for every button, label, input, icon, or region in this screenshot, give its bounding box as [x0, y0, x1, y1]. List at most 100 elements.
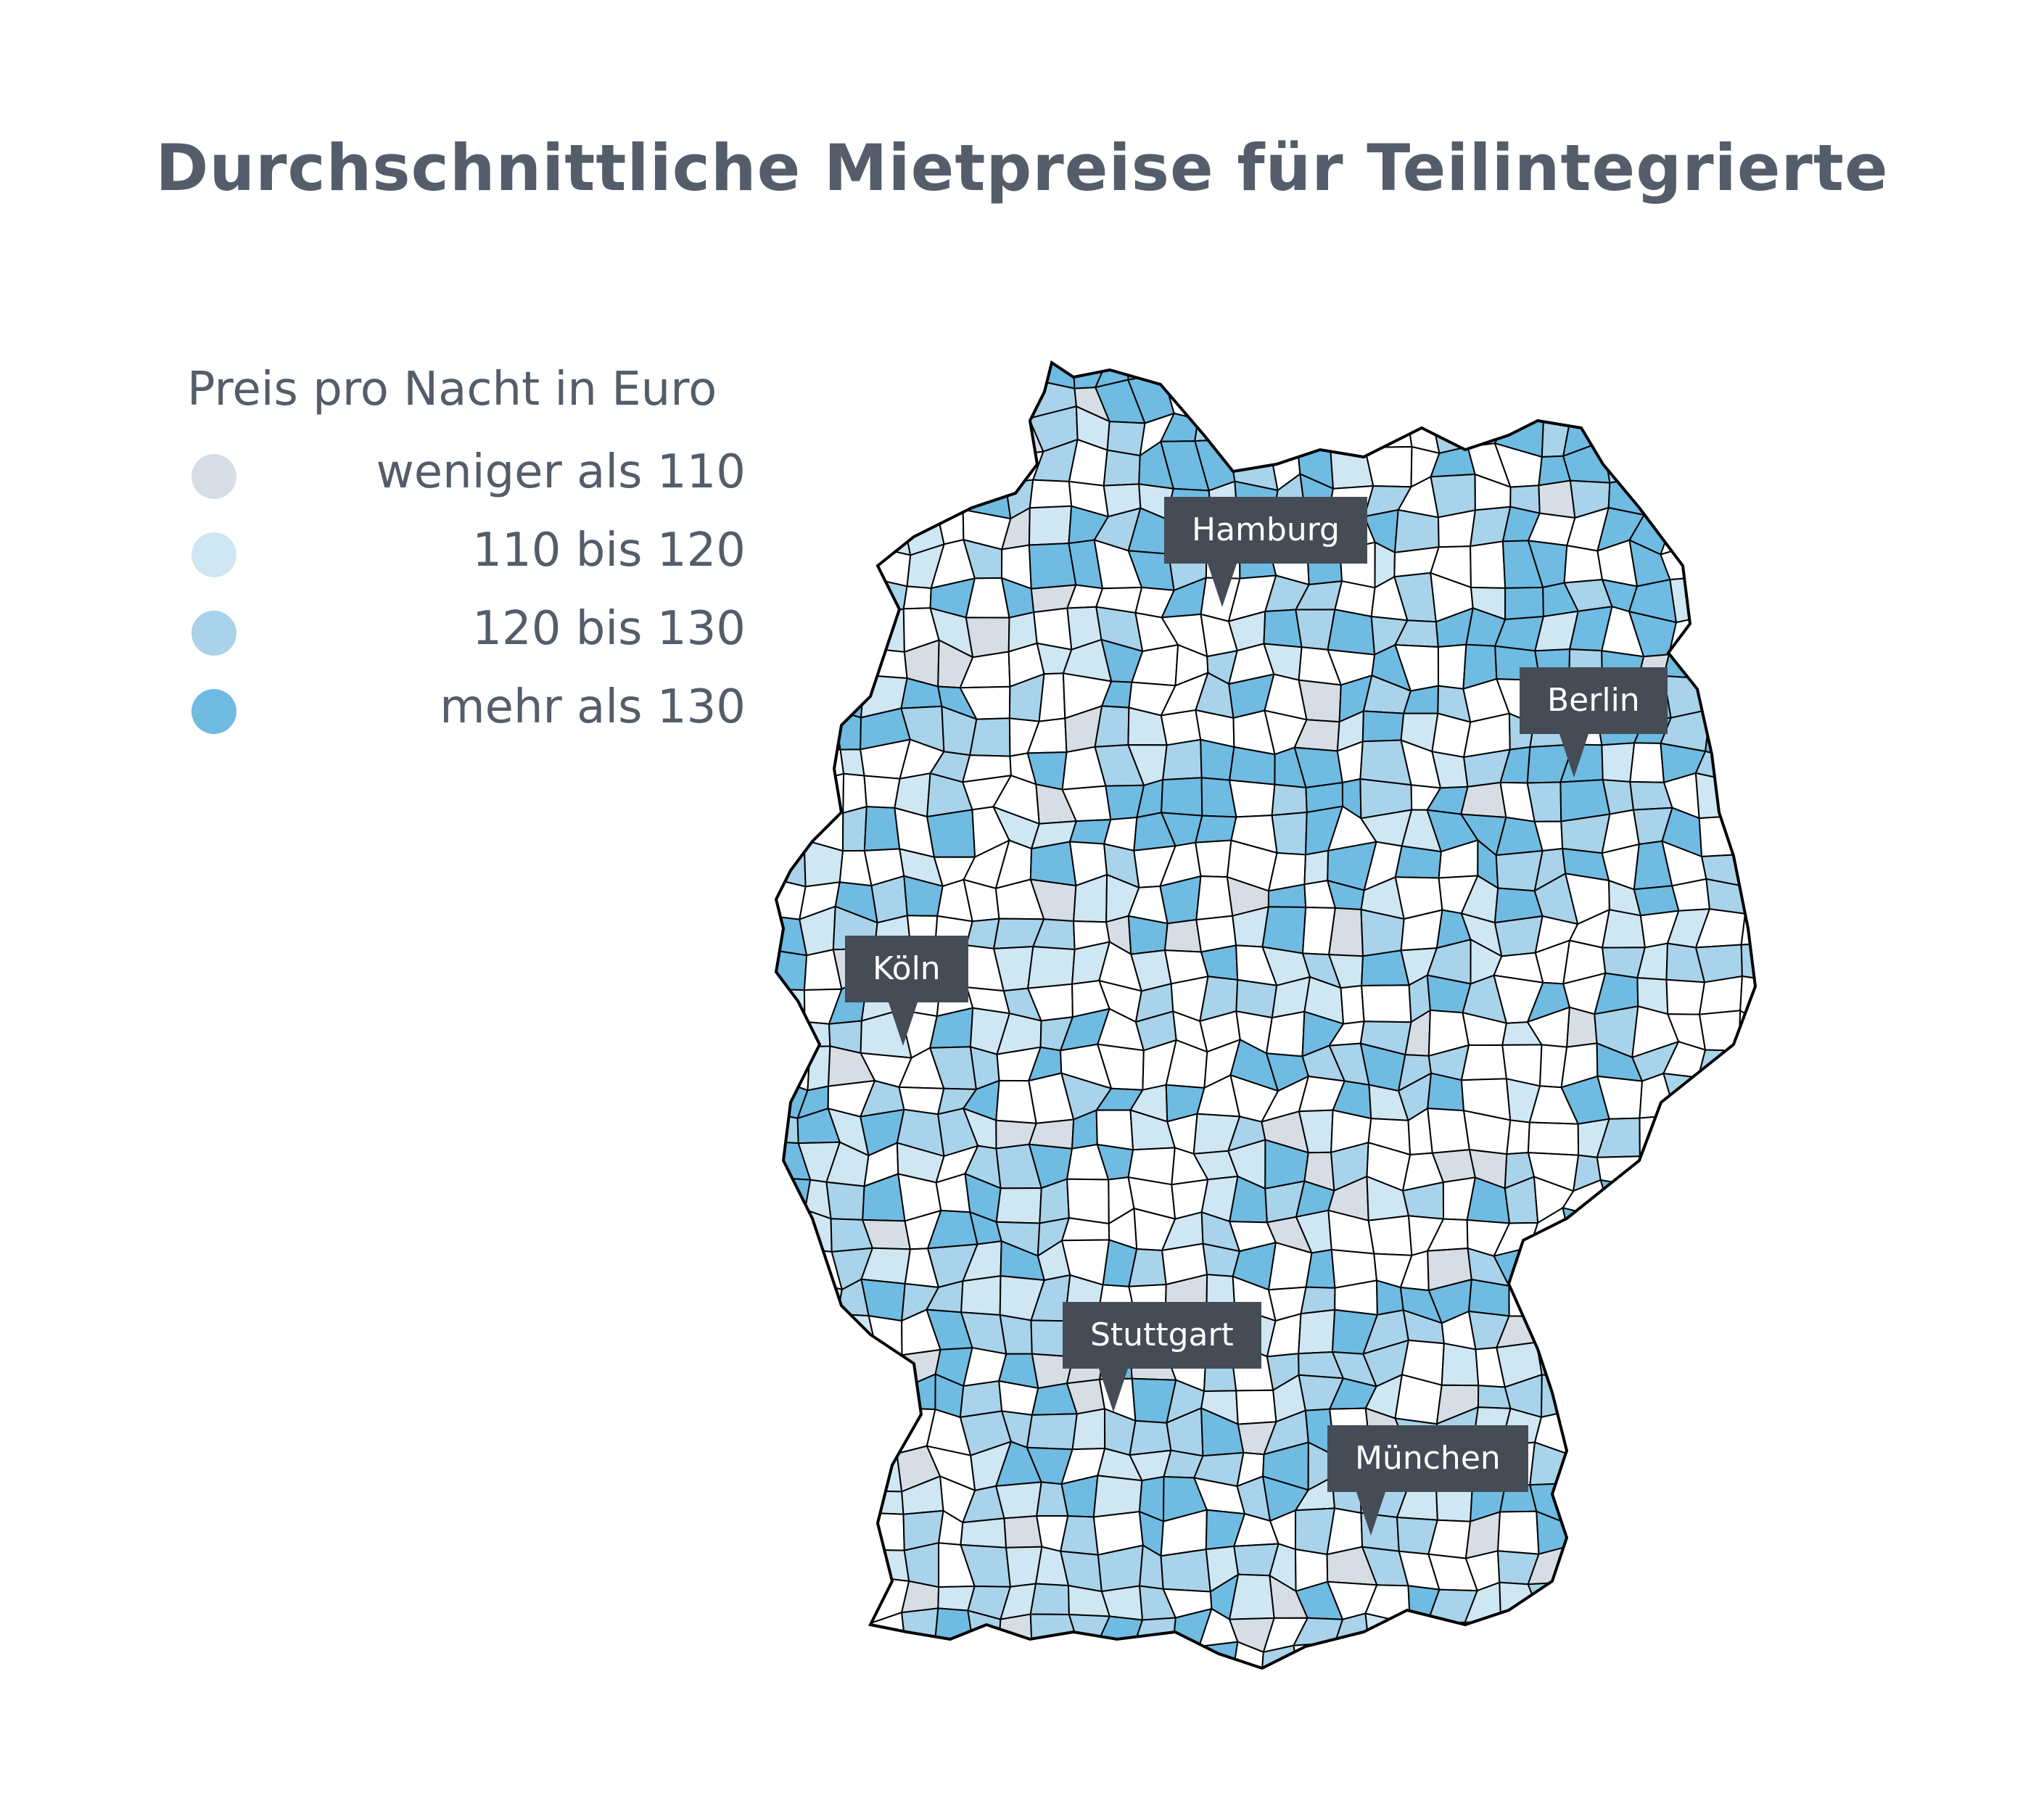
district-region — [800, 1511, 833, 1553]
district-region — [1735, 1607, 1755, 1658]
district-region — [1670, 1477, 1705, 1521]
district-region — [776, 705, 804, 752]
district-region — [1541, 1273, 1580, 1324]
district-region — [1731, 1306, 1755, 1358]
district-region — [1696, 1348, 1746, 1377]
district-region — [1506, 1641, 1542, 1668]
district-region — [1295, 363, 1345, 390]
district-region — [1662, 1410, 1698, 1454]
district-region — [865, 363, 908, 386]
district-region — [1733, 363, 1755, 390]
district-region — [1699, 1641, 1737, 1668]
district-region — [1561, 1272, 1603, 1324]
district-region — [1597, 1549, 1639, 1578]
district-region — [860, 1278, 906, 1322]
district-region — [831, 574, 872, 619]
germany-map-svg — [775, 361, 1757, 1670]
district-region — [803, 1414, 846, 1446]
district-region — [836, 1675, 876, 1718]
district-region — [862, 442, 909, 490]
district-region — [837, 539, 862, 582]
district-region — [1633, 1348, 1665, 1383]
legend-item: 110 bis 120 — [187, 524, 767, 602]
district-region — [1460, 363, 1507, 378]
district-region — [804, 1575, 841, 1625]
district-region — [831, 507, 862, 545]
district-region — [1527, 1580, 1578, 1615]
district-region — [1295, 387, 1345, 419]
district-region — [776, 376, 811, 425]
district-region — [1736, 440, 1755, 489]
district-region — [1394, 845, 1442, 879]
district-region — [1705, 1585, 1744, 1618]
district-region — [995, 1187, 1042, 1224]
district-region — [1503, 363, 1542, 382]
district-region — [776, 1511, 804, 1546]
district-region — [1603, 1443, 1644, 1483]
district-region — [809, 575, 839, 618]
district-region — [938, 376, 974, 420]
district-region — [1602, 415, 1643, 451]
page-title: Durchschnittliche Mietpreise für Teilint… — [155, 131, 1889, 205]
city-callout-hamburg: Hamburg — [1164, 497, 1367, 607]
legend-swatch — [191, 454, 236, 499]
district-region — [1127, 363, 1179, 381]
district-region — [1427, 1072, 1465, 1112]
district-region — [1698, 447, 1739, 478]
district-region — [1626, 1277, 1673, 1319]
district-region — [1406, 363, 1442, 379]
district-region — [1662, 1317, 1709, 1357]
district-region — [859, 505, 912, 556]
district-region — [1593, 1316, 1635, 1351]
district-region — [1598, 1272, 1644, 1319]
district-region — [1662, 363, 1702, 390]
district-region — [1708, 650, 1747, 684]
district-region — [1735, 1184, 1755, 1220]
district-region — [960, 1274, 1002, 1316]
district-region — [1506, 1119, 1530, 1155]
district-region — [1567, 1480, 1613, 1525]
district-region — [1195, 875, 1234, 921]
district-region — [1166, 1645, 1202, 1668]
district-region — [1507, 1683, 1535, 1720]
district-region — [1626, 1317, 1673, 1357]
city-callout-muenchen: München — [1327, 1425, 1528, 1535]
district-region — [1636, 1543, 1680, 1582]
district-region — [1160, 1548, 1211, 1593]
district-region — [1568, 1316, 1603, 1354]
district-region — [1698, 815, 1741, 858]
district-region — [1735, 680, 1755, 721]
district-region — [1409, 1623, 1438, 1652]
district-region — [1194, 815, 1237, 844]
city-label: München — [1327, 1425, 1528, 1492]
district-region — [1059, 1515, 1100, 1556]
district-region — [801, 1306, 838, 1345]
district-region — [1611, 1219, 1632, 1256]
district-region — [1726, 740, 1755, 790]
district-region — [1161, 363, 1213, 377]
district-region — [1229, 1674, 1272, 1718]
district-region — [1237, 363, 1269, 384]
district-region — [1361, 984, 1412, 1023]
district-region — [1740, 942, 1755, 982]
district-region — [831, 616, 875, 650]
district-region — [1264, 412, 1311, 458]
district-region — [1699, 1607, 1744, 1659]
district-region — [859, 1641, 906, 1668]
district-region — [902, 1641, 941, 1668]
district-region — [859, 485, 909, 509]
district-region — [1739, 975, 1755, 1026]
district-region — [1662, 1178, 1710, 1224]
callout-pointer — [1099, 1369, 1128, 1412]
district-region — [1237, 374, 1270, 414]
district-region — [1573, 1575, 1603, 1618]
district-region — [1462, 1644, 1509, 1668]
district-region — [1228, 746, 1276, 786]
district-region — [1742, 881, 1755, 915]
district-region — [794, 675, 840, 722]
district-region — [1661, 380, 1704, 411]
district-region — [1095, 1109, 1134, 1151]
district-region — [776, 782, 809, 821]
district-region — [1028, 543, 1077, 590]
district-region — [1696, 1542, 1744, 1591]
